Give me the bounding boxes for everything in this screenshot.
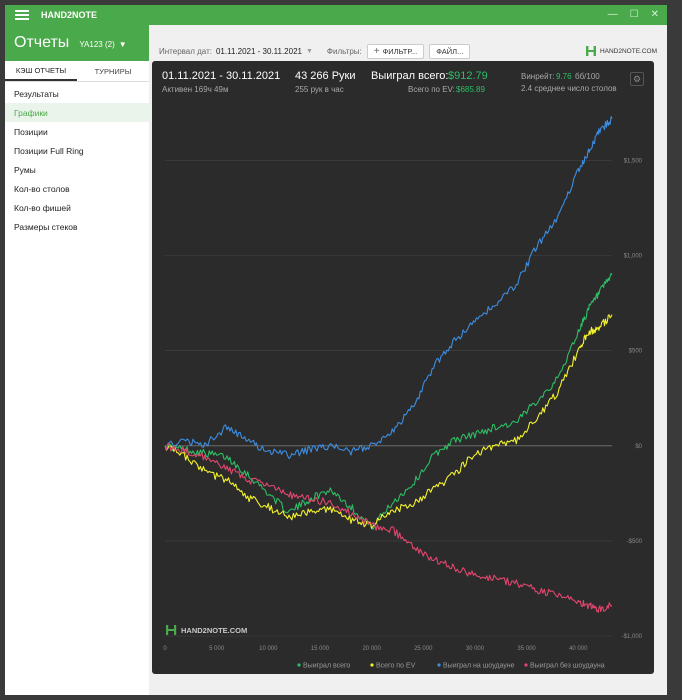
chart-panel: -$1,000 -$500 $0 $500 $1,000 $1,500 0 5 000 10 0… <box>152 61 654 674</box>
stats-tables-avg: 2.4 среднее число столов <box>521 84 617 93</box>
title-bar: HAND2NOTE — ☐ ✕ <box>5 5 667 25</box>
y-tick-label: -$1,000 <box>622 634 643 640</box>
brand-logo[interactable]: HAND2NOTE.COM <box>585 45 657 57</box>
legend-label: Выиграл всего <box>303 663 350 670</box>
file-button[interactable]: ФАЙЛ... <box>429 43 471 59</box>
watermark-logo-icon <box>174 625 177 635</box>
filter-bar: Интервал дат: 01.11.2021 - 30.11.2021 ▼ … <box>149 39 667 63</box>
series-line <box>164 314 613 529</box>
stats-active-time: Активен 169ч 49м <box>162 85 229 94</box>
chevron-down-icon[interactable]: ▼ <box>305 47 313 55</box>
y-tick-label: $1,000 <box>624 254 643 260</box>
legend-marker <box>524 663 528 667</box>
maximize-icon[interactable]: ☐ <box>629 9 639 20</box>
minimize-icon[interactable]: — <box>607 9 618 20</box>
x-tick-label: 35 000 <box>517 646 536 652</box>
legend-label: Выиграл на шоудауне <box>443 663 515 670</box>
stats-date-range: 01.11.2021 - 30.11.2021 <box>162 70 281 82</box>
sidebar-item-results[interactable]: Результаты <box>14 88 59 99</box>
y-tick-label: $0 <box>635 444 642 450</box>
chevron-down-icon[interactable]: ▼ <box>118 40 127 49</box>
x-tick-label: 5 000 <box>209 646 225 652</box>
sidebar-item-chip-count[interactable]: Кол-во фишей <box>14 202 71 213</box>
x-tick-label: 25 000 <box>414 646 433 652</box>
file-button-label: ФАЙЛ... <box>436 46 464 56</box>
sidebar: КЭШ ОТЧЕТЫ ТУРНИРЫ Результаты Графики По… <box>5 61 149 695</box>
x-tick-label: 0 <box>163 646 167 652</box>
sidebar-item-positions-full-ring[interactable]: Позиции Full Ring <box>14 145 84 156</box>
menu-icon[interactable] <box>15 10 29 20</box>
y-tick-label: -$500 <box>627 539 643 545</box>
y-tick-label: $1,500 <box>624 159 643 165</box>
add-filter-label: ФИЛЬТР... <box>382 46 418 56</box>
legend-marker <box>297 663 301 667</box>
stats-winrate-value: 9.76 <box>556 72 572 81</box>
stats-ev-label: Всего по EV: <box>408 85 455 94</box>
gear-icon[interactable]: ⚙ <box>630 72 644 86</box>
stats-won-label: Выиграл всего: <box>371 70 449 82</box>
watermark-logo-icon <box>168 629 174 631</box>
sidebar-header: Отчеты YA123 (2) ▼ <box>5 25 149 61</box>
watermark-text: HAND2NOTE.COM <box>181 626 247 635</box>
stats-winrate-suffix: бб/100 <box>575 72 600 81</box>
series-line <box>164 442 613 613</box>
legend-marker <box>370 663 374 667</box>
legend-label: Выиграл без шоудауна <box>530 662 605 670</box>
sidebar-item-stack-sizes[interactable]: Размеры стеков <box>14 221 78 232</box>
sidebar-item-rooms[interactable]: Румы <box>14 164 36 175</box>
series-line <box>164 116 613 460</box>
stats-hands: 43 266 Руки <box>295 70 356 82</box>
series-line <box>164 272 613 530</box>
date-range-label: Интервал дат: <box>159 46 212 56</box>
x-tick-label: 30 000 <box>466 646 485 652</box>
plus-icon: + <box>373 45 380 57</box>
sidebar-item-table-count[interactable]: Кол-во столов <box>14 183 70 194</box>
app-title: HAND2NOTE <box>41 10 98 20</box>
user-selector[interactable]: YA123 (2) <box>79 40 115 49</box>
x-tick-label: 15 000 <box>311 646 330 652</box>
watermark-logo-icon <box>166 625 169 635</box>
legend-label: Всего по EV <box>376 663 416 670</box>
brand-text: HAND2NOTE.COM <box>599 47 657 55</box>
x-tick-label: 10 000 <box>259 646 278 652</box>
x-tick-label: 40 000 <box>569 646 588 652</box>
stats-hands-per-hour: 255 рук в час <box>295 85 344 94</box>
filters-label: Фильтры: <box>326 46 362 56</box>
stats-won-value: $912.79 <box>448 70 488 82</box>
sidebar-item-positions[interactable]: Позиции <box>14 126 48 137</box>
y-tick-label: $500 <box>629 349 643 355</box>
hand2note-logo-icon <box>585 46 596 56</box>
tab-cash-reports[interactable]: КЭШ ОТЧЕТЫ <box>5 61 77 81</box>
legend-marker <box>437 663 441 667</box>
stats-header: 01.11.2021 - 30.11.2021 Активен 169ч 49м… <box>152 61 654 101</box>
x-tick-label: 20 000 <box>362 646 381 652</box>
stats-ev-value: $685.89 <box>456 85 485 94</box>
page-title: Отчеты <box>14 34 70 51</box>
close-icon[interactable]: ✕ <box>650 9 659 20</box>
stats-winrate-label: Винрейт: <box>521 72 555 81</box>
sidebar-item-graphs[interactable]: Графики <box>5 103 149 122</box>
tab-tournaments[interactable]: ТУРНИРЫ <box>94 66 132 76</box>
date-range-select[interactable]: 01.11.2021 - 30.11.2021 <box>215 46 302 56</box>
chart-svg: -$1,000 -$500 $0 $500 $1,000 $1,500 0 5 000 10 0… <box>163 116 643 670</box>
add-filter-button[interactable]: + ФИЛЬТР... <box>366 43 425 59</box>
